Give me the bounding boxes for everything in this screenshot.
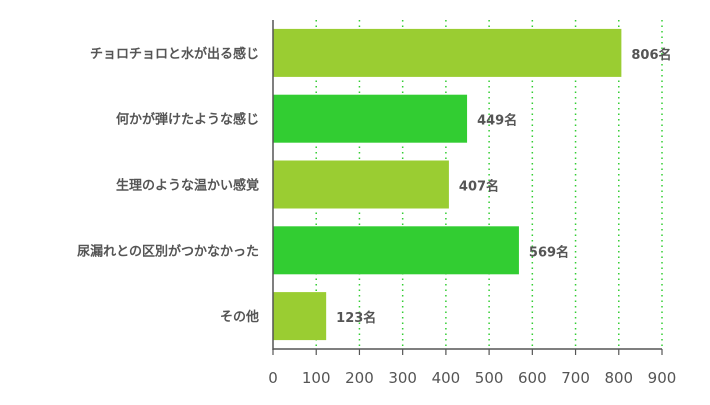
x-tick-label-200: 200 [345, 369, 374, 387]
x-tick-label-700: 700 [561, 369, 590, 387]
x-tick-label-0: 0 [268, 369, 278, 387]
value-label-3: 569名 [529, 244, 569, 260]
axes: 0 100 200 300 400 500 600 700 800 900 [268, 20, 676, 387]
value-label-4: 123名 [336, 310, 376, 326]
value-label-0: 806名 [631, 47, 671, 63]
category-label-1: 何かが弾けたような感じ [116, 112, 259, 128]
value-label-2: 407名 [459, 179, 499, 195]
bar-0 [273, 28, 622, 77]
bar-3 [273, 226, 519, 275]
bar-1 [273, 94, 468, 143]
x-tick-label-500: 500 [475, 369, 504, 387]
bars [273, 28, 622, 341]
category-label-2: 生理のような温かい感覚 [116, 178, 259, 194]
x-tick-label-300: 300 [388, 369, 417, 387]
x-tick-label-600: 600 [518, 369, 547, 387]
bar-4 [273, 292, 327, 341]
bar-2 [273, 160, 449, 209]
x-tick-label-400: 400 [432, 369, 461, 387]
category-label-0: チョロチョロと水が出る感じ [90, 46, 259, 62]
category-label-4: その他 [220, 309, 259, 325]
category-label-3: 尿漏れとの区別がつかなかった [77, 243, 259, 259]
x-tick-label-100: 100 [302, 369, 331, 387]
x-tick-label-900: 900 [648, 369, 677, 387]
x-tick-label-800: 800 [604, 369, 633, 387]
value-label-1: 449名 [477, 113, 517, 129]
